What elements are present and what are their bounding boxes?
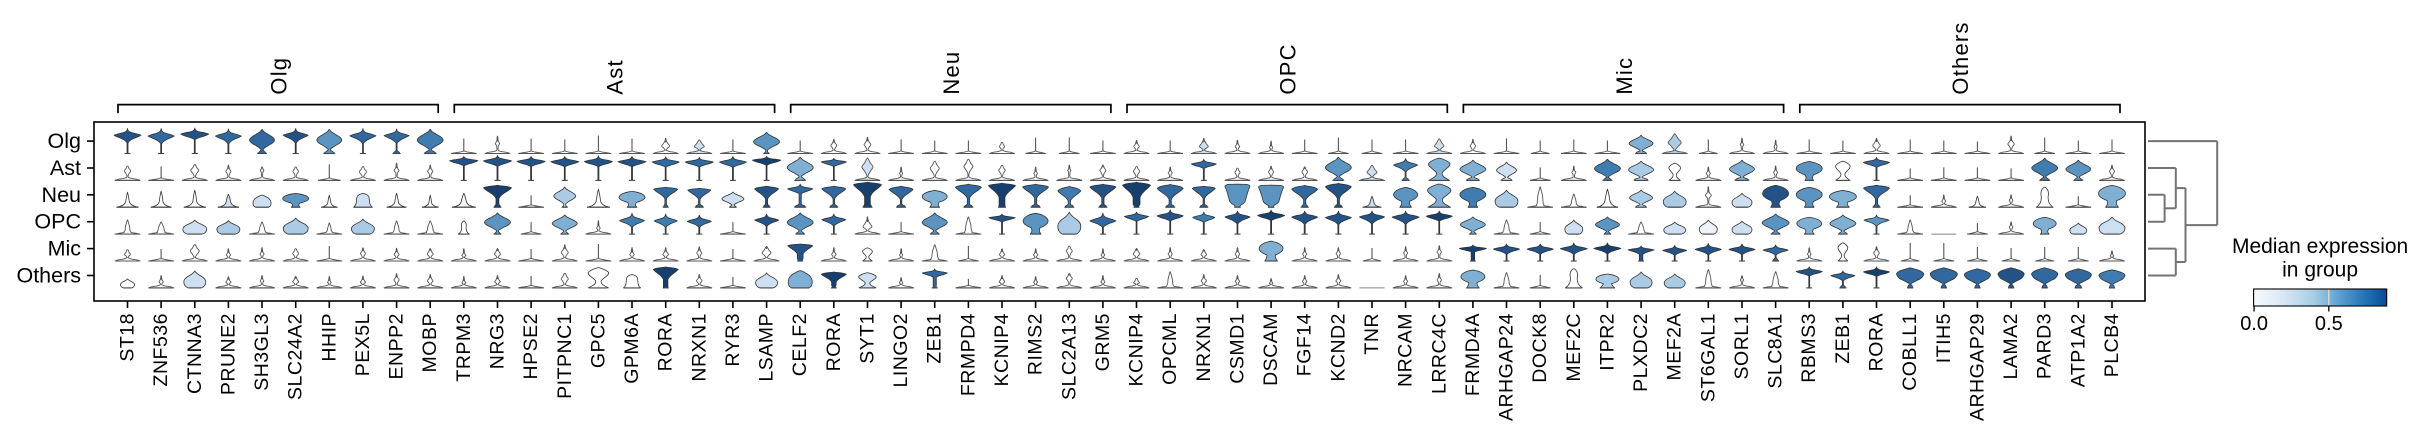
svg-text:MEF2C: MEF2C [1563,313,1585,382]
svg-text:RYR3: RYR3 [722,313,744,367]
svg-text:0.0: 0.0 [2240,313,2268,335]
svg-text:NRXN1: NRXN1 [688,313,710,382]
svg-text:OPC: OPC [1275,43,1300,94]
svg-text:FRMPD4: FRMPD4 [957,313,979,396]
svg-text:SORL1: SORL1 [1731,313,1753,379]
svg-text:PITPNC1: PITPNC1 [554,313,576,399]
svg-text:DSCAM: DSCAM [1260,313,1282,386]
svg-text:PARD3: PARD3 [2034,313,2056,379]
svg-text:ST6GAL1: ST6GAL1 [1697,313,1719,402]
svg-text:RORA: RORA [655,313,677,371]
svg-text:PLCB4: PLCB4 [2101,313,2123,377]
svg-text:TNR: TNR [1361,313,1383,355]
svg-text:GRM5: GRM5 [1092,313,1114,371]
svg-text:DOCK8: DOCK8 [1529,313,1551,383]
svg-text:Olg: Olg [48,129,81,153]
svg-text:SH3GL3: SH3GL3 [251,313,273,391]
svg-text:MEF2A: MEF2A [1664,313,1686,381]
svg-text:HHIP: HHIP [318,313,340,362]
svg-text:Mic: Mic [48,237,82,261]
svg-text:Median expression: Median expression [2232,235,2408,258]
svg-text:LRRC4C: LRRC4C [1428,313,1450,394]
svg-text:COBLL1: COBLL1 [1899,313,1921,391]
svg-text:Others: Others [1948,21,1973,94]
svg-text:TRPM3: TRPM3 [453,313,475,382]
svg-text:NRG3: NRG3 [487,313,509,369]
svg-text:ZNF536: ZNF536 [150,313,172,386]
svg-text:ITIH5: ITIH5 [1933,313,1955,363]
svg-text:ZEB1: ZEB1 [1832,313,1854,364]
svg-text:PLXDC2: PLXDC2 [1630,313,1652,392]
svg-text:RORA: RORA [823,313,845,371]
svg-text:GPC5: GPC5 [587,313,609,368]
svg-text:Ast: Ast [50,156,81,180]
svg-text:Others: Others [16,264,81,288]
svg-text:SLC8A1: SLC8A1 [1765,313,1787,389]
svg-text:CELF2: CELF2 [789,313,811,376]
svg-text:ST18: ST18 [117,313,139,362]
svg-text:CSMD1: CSMD1 [1227,313,1249,384]
svg-text:LSAMP: LSAMP [756,313,778,382]
svg-text:FRMD4A: FRMD4A [1462,313,1484,396]
svg-text:KCNIP4: KCNIP4 [1126,313,1148,386]
svg-text:ITPR2: ITPR2 [1596,313,1618,371]
svg-text:ATP1A2: ATP1A2 [2067,313,2089,387]
svg-text:LINGO2: LINGO2 [890,313,912,388]
svg-text:MOBP: MOBP [419,313,441,372]
svg-text:ARHGAP29: ARHGAP29 [1966,313,1988,421]
svg-text:GPM6A: GPM6A [621,313,643,384]
svg-text:ARHGAP24: ARHGAP24 [1496,313,1518,421]
svg-text:KCNIP4: KCNIP4 [991,313,1013,386]
svg-text:OPCML: OPCML [1159,313,1181,385]
svg-text:Ast: Ast [603,59,628,94]
svg-text:0.5: 0.5 [2315,313,2343,335]
svg-text:RBMS3: RBMS3 [1798,313,1820,383]
svg-text:SLC2A13: SLC2A13 [1058,313,1080,400]
svg-text:PRUNE2: PRUNE2 [217,313,239,395]
svg-text:Neu: Neu [939,51,964,95]
svg-text:NRXN1: NRXN1 [1193,313,1215,382]
svg-text:LAMA2: LAMA2 [2000,313,2022,379]
svg-text:Neu: Neu [42,183,81,207]
svg-text:SLC24A2: SLC24A2 [285,313,307,400]
svg-text:HPSE2: HPSE2 [520,313,542,379]
svg-text:Olg: Olg [266,57,291,95]
svg-text:in group: in group [2282,259,2358,282]
svg-text:PEX5L: PEX5L [352,313,374,376]
svg-text:ZEB1: ZEB1 [924,313,946,364]
svg-text:OPC: OPC [34,210,81,234]
svg-text:NRCAM: NRCAM [1395,313,1417,387]
svg-text:RORA: RORA [1866,313,1888,371]
svg-text:CTNNA3: CTNNA3 [184,313,206,394]
svg-text:SYT1: SYT1 [857,313,879,364]
svg-text:RIMS2: RIMS2 [1025,313,1047,375]
svg-text:Mic: Mic [1612,57,1637,95]
svg-text:FGF14: FGF14 [1294,313,1316,376]
svg-text:ENPP2: ENPP2 [386,313,408,379]
svg-text:KCND2: KCND2 [1327,313,1349,382]
